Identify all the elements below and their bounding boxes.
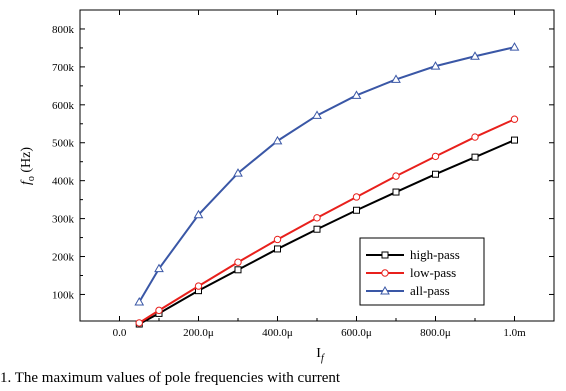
data-point-all-pass <box>312 110 322 119</box>
data-point-low-pass <box>273 235 282 244</box>
data-point-all-pass <box>470 51 480 60</box>
legend-label: all-pass <box>410 283 450 298</box>
data-point-all-pass <box>391 74 401 83</box>
data-point-all-pass <box>193 209 204 219</box>
data-point-high-pass <box>471 153 479 161</box>
y-tick-label: 300k <box>52 214 75 226</box>
y-tick-label: 800k <box>52 24 75 36</box>
data-point-all-pass <box>430 61 441 70</box>
x-tick-label: 1.0m <box>503 327 526 339</box>
legend-item-high-pass: high-pass <box>366 247 460 262</box>
data-point-high-pass <box>313 225 321 233</box>
data-point-all-pass <box>233 168 243 177</box>
data-point-high-pass <box>392 188 400 196</box>
x-axis-ticks: 0.0 200.0μ 400.0μ 600.0μ 800.0μ 1.0m <box>113 10 526 339</box>
data-point-all-pass <box>351 90 362 99</box>
y-tick-label: 700k <box>52 62 75 74</box>
data-point-low-pass <box>313 214 321 222</box>
data-point-high-pass <box>432 170 439 178</box>
data-point-all-pass <box>154 263 164 273</box>
y-tick-label: 400k <box>52 176 75 188</box>
data-point-low-pass <box>194 282 203 290</box>
series-low-pass <box>135 115 519 327</box>
data-point-low-pass <box>392 172 400 180</box>
data-point-low-pass <box>431 152 440 161</box>
legend-marker <box>380 285 390 295</box>
series-all-pass <box>134 42 520 306</box>
x-tick-label: 800.0μ <box>420 327 451 339</box>
data-point-high-pass <box>274 245 281 253</box>
y-tick-label: 200k <box>52 252 75 264</box>
data-point-all-pass <box>509 42 520 51</box>
x-tick-label: 600.0μ <box>341 327 372 339</box>
data-point-high-pass <box>511 136 518 144</box>
x-tick-label: 400.0μ <box>262 327 293 339</box>
x-tick-label: 200.0μ <box>183 327 214 339</box>
legend-item-all-pass: all-pass <box>366 283 450 298</box>
x-axis-title: If <box>316 346 325 364</box>
legend-item-low-pass: low-pass <box>366 265 456 280</box>
data-point-all-pass <box>272 135 283 145</box>
y-axis-ticks: 100k 200k 300k 400k 500k 600k 700k 800k <box>52 24 554 301</box>
y-tick-label: 500k <box>52 138 75 150</box>
y-tick-label: 100k <box>52 289 75 301</box>
data-point-low-pass <box>155 306 163 315</box>
data-point-low-pass <box>471 133 479 141</box>
legend-marker <box>381 269 389 277</box>
chart: 0.0 200.0μ 400.0μ 600.0μ 800.0μ 1.0m 100k 200k… <box>19 9 555 364</box>
data-point-low-pass <box>135 319 143 327</box>
data-point-low-pass <box>352 193 361 201</box>
x-tick-label: 0.0 <box>113 327 127 339</box>
y-axis-title: fo (Hz) <box>19 147 37 185</box>
data-point-all-pass <box>134 297 145 306</box>
legend-label: low-pass <box>410 265 456 280</box>
legend-marker <box>381 251 389 259</box>
figure-caption: 1. The maximum values of pole frequencie… <box>0 370 341 386</box>
data-point-low-pass <box>234 258 242 266</box>
legend: high-pass low-pass all-pass <box>359 237 485 306</box>
legend-label: high-pass <box>410 247 460 262</box>
data-point-high-pass <box>353 206 360 214</box>
y-tick-label: 600k <box>52 100 75 112</box>
data-point-high-pass <box>234 266 242 274</box>
series-layer <box>134 42 520 328</box>
data-point-low-pass <box>510 115 519 123</box>
